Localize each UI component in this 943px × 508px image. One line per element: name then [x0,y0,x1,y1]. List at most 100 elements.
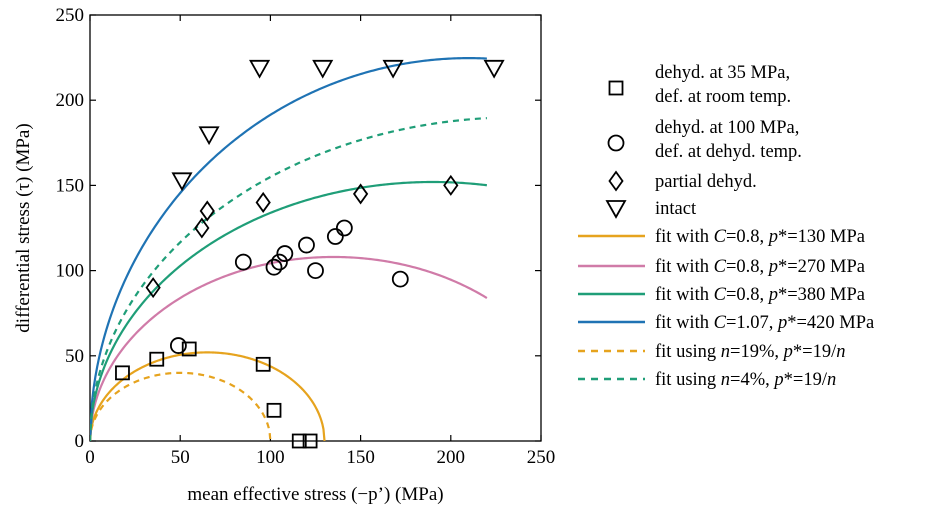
data-point-circle [265,258,283,276]
legend-label: dehyd. at 100 MPa, [655,118,799,138]
legend-label-part: p [767,257,778,277]
data-point-diamond [443,174,459,196]
legend-label-part: fit using [655,342,721,362]
legend-label-part: p [767,285,778,305]
data-point-diamond [194,217,210,239]
y-tick-label: 250 [56,5,85,26]
y-tick-label: 100 [56,261,85,282]
x-tick-label: 100 [256,447,285,468]
series-triangle-down [171,59,505,192]
x-tick-label: 50 [171,447,190,468]
data-point-circle [391,270,409,288]
legend-label: partial dehyd. [655,172,757,192]
legend-label-part: C [714,285,727,305]
legend-label: fit with C=0.8, p*=130 MPa [655,227,865,247]
legend-label-part: =0.8, [726,227,769,247]
plot-area: 0 50 100 150 200 250 0 50 100 150 200 250 mean effec… [13,5,555,505]
fit-curves [90,57,488,441]
data-point-circle [307,262,324,280]
y-tick-label: 150 [56,175,85,196]
data-point-square [255,356,271,372]
series-circle [169,219,409,354]
data-point-square [115,365,130,381]
legend-label-part: *=19/ [784,370,828,390]
data-point-triangle-down [312,59,334,79]
series-diamond [145,174,459,299]
legend-label-part: n [836,342,845,362]
legend-label-part: =1.07, [726,313,778,333]
data-point-triangle-down [483,59,505,79]
legend-label: fit with C=0.8, p*=380 MPa [655,285,865,305]
legend-label-part: C [714,257,727,277]
legend-label: intact [655,199,697,219]
legend-label-part: p [772,370,783,390]
data-point-circle [271,253,288,271]
data-point-circle [335,219,353,237]
fit-curve-4 [90,57,487,441]
legend-label-line2: def. at dehyd. temp. [655,142,802,162]
legend-label-part: =4%, [730,370,774,390]
legend-label-part: p [767,227,778,247]
legend-label-part: fit with [655,257,714,277]
legend-label-line2: def. at room temp. [655,87,791,107]
axes-frame [89,14,542,442]
data-point-triangle-down [198,126,220,146]
x-tick-label: 150 [346,447,375,468]
data-point-circle [298,236,315,254]
legend: dehyd. at 35 MPa, def. at room temp. dehyd… [578,63,874,390]
data-point-circle [234,253,252,271]
data-point-square [302,433,318,449]
data-point-triangle-down [171,172,193,192]
y-tick-label: 0 [75,431,85,452]
legend-label: fit with C=0.8, p*=270 MPa [655,257,865,277]
series-square [115,341,318,449]
legend-label-part: fit with [655,227,714,247]
legend-label-part: n [721,342,730,362]
fit-curve-3 [90,180,488,441]
y-tick-label: 50 [65,346,84,367]
legend-label-part: *=380 MPa [778,285,865,305]
legend-label: fit using n=19%, p*=19/n [655,342,845,362]
legend-label-part: p [776,313,787,333]
data-point-triangle-down [249,59,271,79]
legend-icon-triangle-down [605,200,627,219]
data-point-square [181,341,197,357]
fit-curve-5 [90,371,272,441]
data-point-square [149,351,165,367]
legend-label-part: =0.8, [726,285,769,305]
data-point-triangle-down [382,59,404,79]
legend-label: dehyd. at 35 MPa, [655,63,790,83]
legend-icon-square [608,80,624,96]
legend-label-part: =0.8, [726,257,769,277]
legend-label-part: C [714,313,727,333]
x-axis-label: mean effective stress (−p’) (MPa) [187,484,443,505]
x-tick-label: 200 [437,447,466,468]
data-point-diamond [352,183,369,205]
legend-label-part: n [721,370,730,390]
legend-label-part: C [714,227,727,247]
data-point-square [291,433,307,449]
legend-label-part: =19%, [730,342,784,362]
y-tick-label: 200 [56,90,85,111]
data-point-diamond [255,191,271,213]
legend-label-part: p [782,342,793,362]
data-point-circle [169,337,187,354]
legend-label-part: fit using [655,370,721,390]
fit-curve-6 [90,117,487,441]
legend-label: fit with C=1.07, p*=420 MPa [655,313,874,333]
y-axis-label: differential stress (τ) (MPa) [13,123,34,332]
legend-label-part: *=19/ [793,342,837,362]
legend-label-part: *=130 MPa [778,227,865,247]
x-tick-label: 0 [85,447,95,468]
legend-icon-circle [607,134,625,152]
data-point-circle [276,245,294,262]
legend-label-part: *=420 MPa [787,313,874,333]
legend-label-part: *=270 MPa [778,257,865,277]
legend-label-part: n [827,370,836,390]
data-point-circle [326,228,344,245]
legend-label: fit using n=4%, p*=19/n [655,370,836,390]
legend-icon-diamond [608,170,624,192]
legend-label-part: fit with [655,285,714,305]
x-tick-label: 250 [527,447,556,468]
